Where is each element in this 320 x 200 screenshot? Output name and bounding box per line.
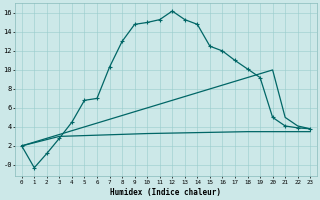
X-axis label: Humidex (Indice chaleur): Humidex (Indice chaleur) <box>110 188 221 197</box>
